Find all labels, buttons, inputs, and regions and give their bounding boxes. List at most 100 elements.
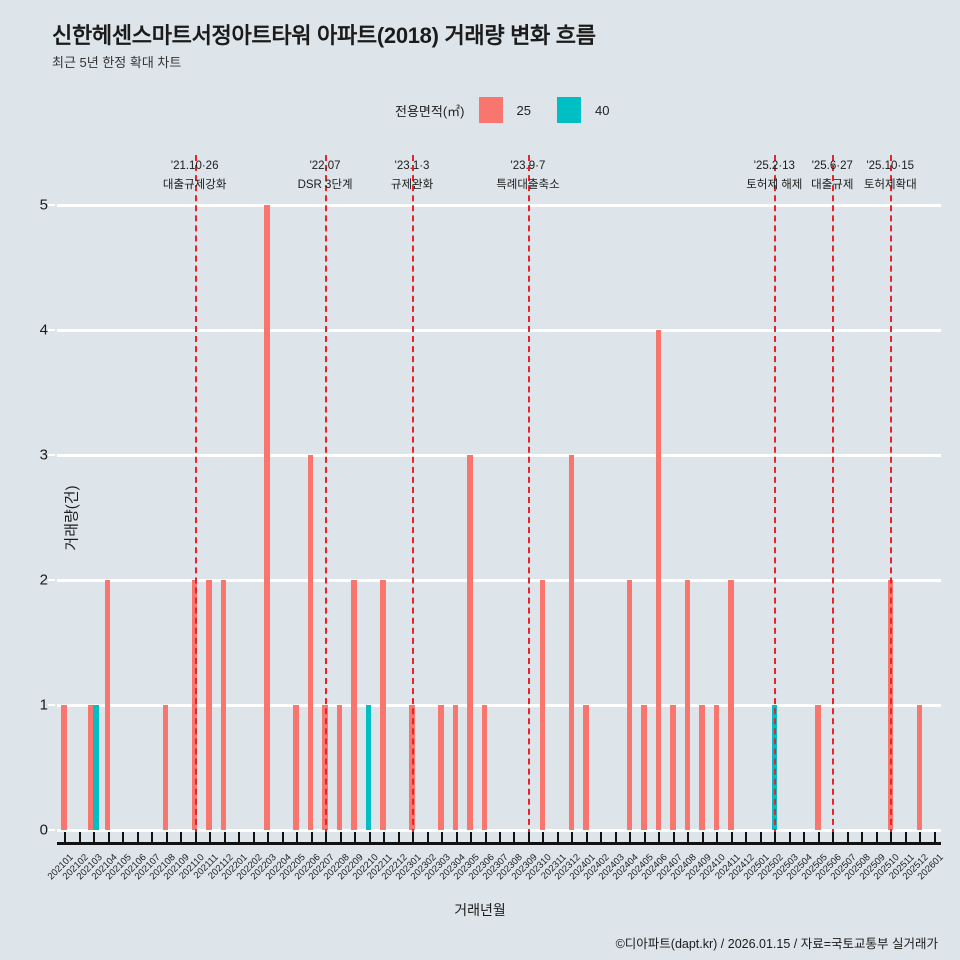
y-tick-mark [48, 704, 55, 706]
bar-25[interactable] [380, 580, 386, 830]
x-tick-mark [136, 832, 139, 844]
bar-25[interactable] [87, 705, 94, 830]
grid-line [57, 828, 941, 832]
bar-25[interactable] [452, 705, 459, 830]
x-tick-mark [759, 832, 762, 844]
x-tick-mark [267, 832, 270, 844]
grid-line [57, 203, 941, 207]
x-tick-mark [354, 832, 357, 844]
event-line [774, 155, 777, 845]
bar-25[interactable] [539, 580, 546, 830]
x-tick-mark [774, 832, 777, 844]
legend-label-40: 40 [594, 102, 610, 118]
bar-25[interactable] [61, 705, 67, 830]
credit-text: ©디아파트(dapt.kr) / 2026.01.15 / 자료=국토교통부 실… [615, 937, 938, 951]
legend-swatch-25 [478, 97, 503, 123]
event-text-label: 규제완화 [390, 179, 434, 191]
grid-line [57, 453, 941, 457]
bar-25[interactable] [699, 705, 705, 830]
x-tick-mark [803, 832, 806, 844]
bar-25[interactable] [684, 580, 691, 830]
grid-line [57, 328, 941, 332]
x-tick-mark [252, 832, 255, 844]
bar-25[interactable] [568, 455, 575, 830]
bar-25[interactable] [307, 455, 314, 830]
bar-25[interactable] [104, 580, 111, 830]
bar-25[interactable] [220, 580, 227, 830]
grid-line [57, 703, 941, 707]
bar-25[interactable] [264, 205, 270, 830]
x-tick-mark [788, 832, 791, 844]
event-date-label: '25.6·27 [811, 160, 853, 172]
event-text-label: 토허제확대 [863, 179, 917, 191]
event-text-label: 토허제 해제 [746, 179, 803, 191]
bar-25[interactable] [481, 705, 488, 830]
event-line [890, 155, 893, 845]
x-tick-mark [919, 832, 922, 844]
x-tick-mark [513, 832, 516, 844]
x-tick-mark [397, 832, 400, 844]
bar-25[interactable] [626, 580, 633, 830]
y-tick-label: 4 [39, 321, 48, 339]
event-line [527, 155, 530, 845]
bar-25[interactable] [641, 705, 647, 830]
x-tick-mark [151, 832, 154, 844]
bar-25[interactable] [467, 455, 473, 830]
bar-25[interactable] [815, 705, 821, 830]
event-line [194, 155, 197, 845]
x-tick-mark [614, 832, 617, 844]
event-date-label: '21.10·26 [170, 160, 219, 172]
bar-25[interactable] [655, 330, 662, 830]
x-tick-mark [701, 832, 704, 844]
bar-25[interactable] [206, 580, 212, 830]
bar-25[interactable] [162, 705, 169, 830]
bar-25[interactable] [583, 705, 589, 830]
x-tick-mark [194, 832, 197, 844]
bar-25[interactable] [336, 705, 343, 830]
x-tick-mark [890, 832, 893, 844]
bar-25[interactable] [293, 705, 299, 830]
bar-40[interactable] [365, 705, 372, 830]
y-tick-mark [48, 204, 55, 206]
x-tick-mark [107, 832, 110, 844]
legend-swatch-40 [556, 97, 581, 123]
x-tick-mark [238, 832, 241, 844]
bar-25[interactable] [438, 705, 444, 830]
page-subtitle: 최근 5년 한정 확대 차트 [52, 55, 182, 70]
x-tick-mark [629, 832, 632, 844]
event-annotation: '25.2·13 토허제 해제 [746, 157, 802, 195]
x-tick-mark [817, 832, 820, 844]
event-text-label: 대출규제 [811, 179, 854, 191]
page-title: 신한헤센스마트서정아트타워 아파트(2018) 거래량 변화 흐름 [52, 23, 596, 48]
x-tick-mark [455, 832, 458, 844]
event-annotation: '21.10·26 대출규제강화 [163, 157, 226, 195]
x-tick-mark [339, 832, 342, 844]
y-tick-label: 2 [39, 571, 48, 589]
y-tick-label: 0 [39, 821, 48, 839]
x-tick-mark [368, 832, 371, 844]
x-tick-mark [585, 832, 588, 844]
event-text-label: DSR 3단계 [297, 179, 353, 191]
event-text-label: 대출규제강화 [162, 179, 227, 191]
x-tick-mark [730, 832, 733, 844]
x-tick-mark [542, 832, 545, 844]
x-tick-mark [165, 832, 168, 844]
y-tick-mark [48, 579, 55, 581]
x-tick-mark [281, 832, 284, 844]
x-tick-mark [441, 832, 444, 844]
event-date-label: '25.10·15 [866, 160, 915, 172]
bar-25[interactable] [728, 580, 734, 830]
x-tick-mark [716, 832, 719, 844]
x-tick-mark [832, 832, 835, 844]
bar-25[interactable] [916, 705, 922, 830]
y-axis-title: 거래량(건) [63, 484, 81, 551]
y-tick-label: 3 [39, 446, 48, 464]
event-date-label: '25.2·13 [753, 160, 795, 172]
bar-25[interactable] [713, 705, 720, 830]
bar-25[interactable] [351, 580, 357, 830]
y-tick-mark [48, 454, 55, 456]
x-tick-mark [426, 832, 429, 844]
x-tick-mark [209, 832, 212, 844]
bar-40[interactable] [93, 705, 99, 830]
bar-25[interactable] [670, 705, 676, 830]
